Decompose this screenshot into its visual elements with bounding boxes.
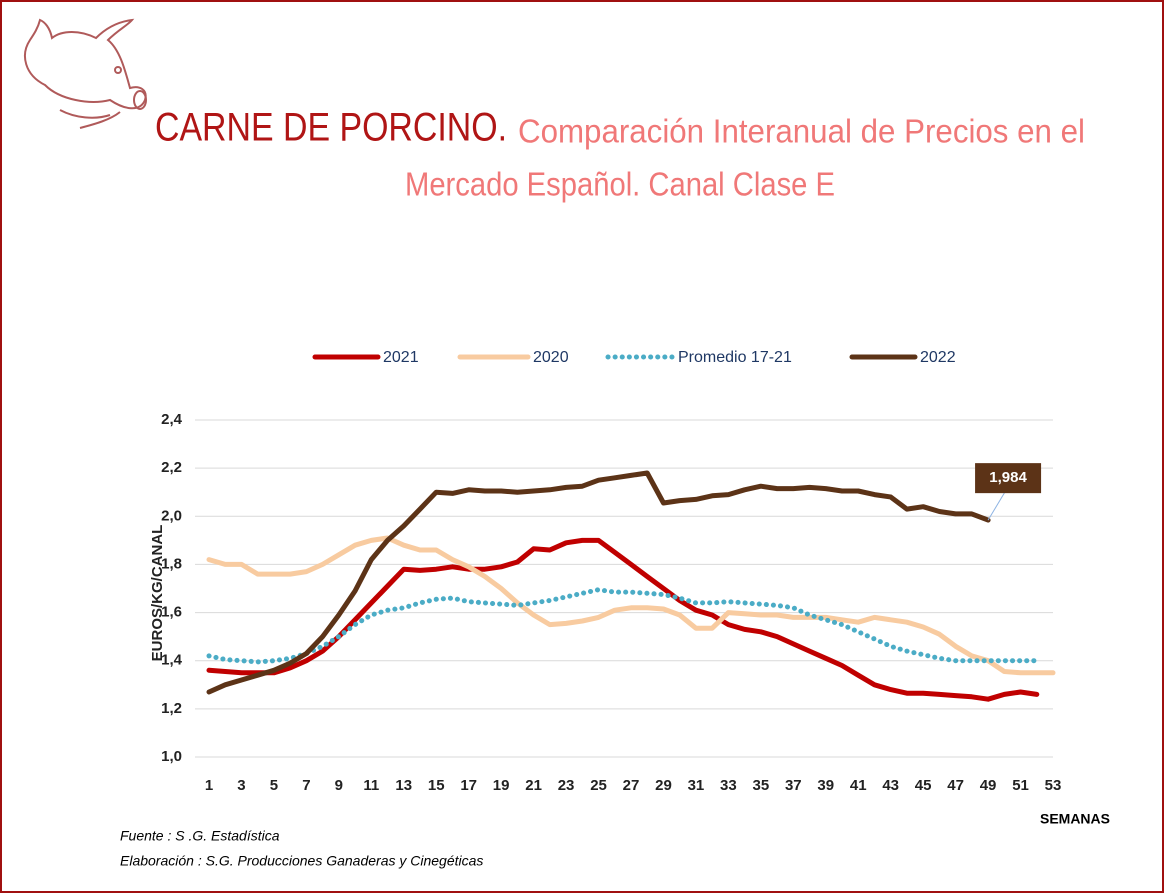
x-tick-label: 47 — [947, 777, 964, 794]
y-tick-label: 1,0 — [161, 748, 182, 765]
series-line — [206, 535, 1056, 676]
data-label-box — [975, 463, 1042, 494]
x-tick-label: 29 — [655, 777, 672, 794]
x-tick-label: 45 — [915, 777, 932, 794]
x-tick-label: 35 — [753, 777, 770, 794]
x-tick-label: 21 — [525, 777, 542, 794]
x-tick-label: 49 — [980, 777, 997, 794]
x-tick-label: 51 — [1012, 777, 1029, 794]
y-tick-label: 2,0 — [161, 507, 182, 524]
data-label: 1,984 — [989, 469, 1027, 486]
pig-icon — [24, 18, 147, 129]
x-tick-label: 33 — [720, 777, 737, 794]
legend-label: 2020 — [533, 349, 569, 366]
y-axis-label: EUROS/KG/CANAL — [149, 525, 166, 662]
y-tick-label: 1,8 — [161, 555, 182, 572]
x-axis-label: SEMANAS — [1040, 811, 1110, 827]
series-line — [206, 470, 991, 695]
y-tick-label: 1,2 — [161, 700, 182, 717]
footnote: Elaboración : S.G. Producciones Ganadera… — [120, 853, 483, 869]
grid — [195, 419, 1053, 758]
x-tick-label: 19 — [493, 777, 510, 794]
x-tick-label: 13 — [395, 777, 412, 794]
subtitle: Comparación Interanual de Precios en el — [518, 113, 1085, 150]
x-tick-label: 7 — [302, 777, 310, 794]
x-tick-label: 41 — [850, 777, 867, 794]
series-line — [206, 537, 1040, 702]
x-tick-label: 15 — [428, 777, 445, 794]
y-tick-label: 2,2 — [161, 459, 182, 476]
x-tick-label: 39 — [817, 777, 834, 794]
x-tick-label: 25 — [590, 777, 607, 794]
x-tick-label: 3 — [237, 777, 245, 794]
y-tick-label: 1,6 — [161, 604, 182, 621]
x-tick-label: 27 — [623, 777, 640, 794]
legend-label: 2022 — [920, 349, 956, 366]
legend-label: 2021 — [383, 349, 419, 366]
x-tick-label: 9 — [335, 777, 343, 794]
x-tick-label: 17 — [460, 777, 477, 794]
series-line — [206, 587, 1040, 665]
footnote: Fuente : S .G. Estadística — [120, 828, 280, 844]
x-tick-label: 31 — [688, 777, 705, 794]
x-tick-label: 5 — [270, 777, 278, 794]
y-tick-label: 1,4 — [161, 652, 183, 669]
label-leader — [987, 489, 1007, 521]
legend-label: Promedio 17-21 — [678, 349, 792, 366]
x-tick-label: 37 — [785, 777, 802, 794]
x-tick-label: 1 — [205, 777, 213, 794]
subtitle: Mercado Español. Canal Clase E — [405, 166, 835, 203]
x-tick-label: 53 — [1045, 777, 1062, 794]
y-tick-label: 2,4 — [161, 411, 183, 428]
x-tick-label: 11 — [363, 777, 379, 794]
title: CARNE DE PORCINO. — [155, 106, 507, 150]
x-tick-label: 23 — [558, 777, 575, 794]
x-tick-label: 43 — [882, 777, 899, 794]
